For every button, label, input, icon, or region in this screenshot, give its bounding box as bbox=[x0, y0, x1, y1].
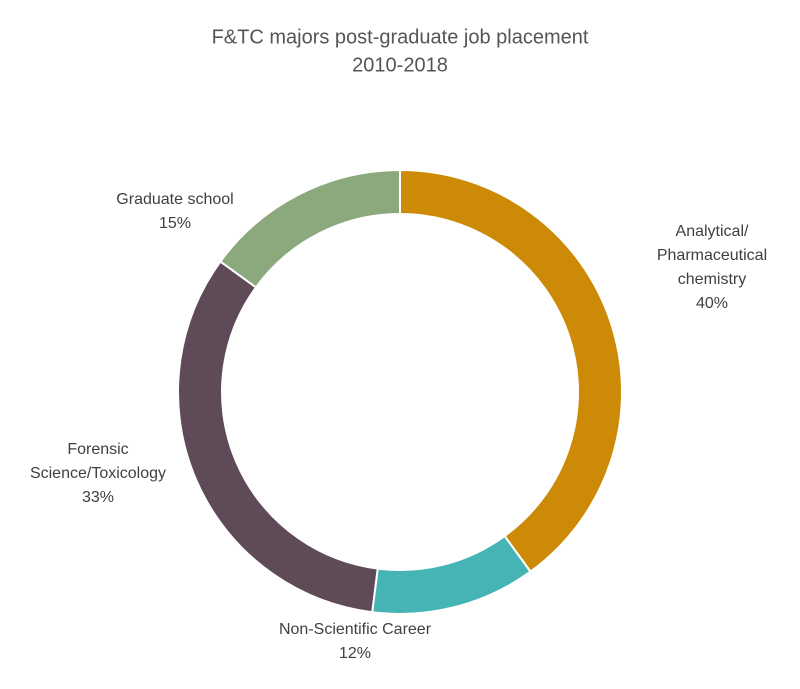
donut-slice bbox=[177, 260, 379, 614]
value-label: 12% bbox=[339, 645, 371, 662]
donut-slice bbox=[371, 534, 532, 615]
slice-label: Analytical/ bbox=[676, 223, 749, 240]
chart-title: F&TC majors post-graduate job placement bbox=[212, 26, 589, 48]
donut-slice bbox=[219, 168, 401, 289]
donut-slice bbox=[399, 168, 623, 573]
slice-label: chemistry bbox=[678, 271, 746, 288]
chart-subtitle: 2010-2018 bbox=[352, 54, 448, 76]
slice-label: Pharmaceutical bbox=[657, 247, 767, 264]
value-label: 40% bbox=[696, 295, 728, 312]
slice-label: Non-Scientific Career bbox=[279, 621, 432, 638]
slice-label: Forensic bbox=[67, 441, 128, 458]
slice-label: Graduate school bbox=[116, 191, 233, 208]
slice-label: Science/Toxicology bbox=[30, 465, 166, 482]
value-label: 15% bbox=[159, 215, 191, 232]
value-label: 33% bbox=[82, 489, 114, 506]
